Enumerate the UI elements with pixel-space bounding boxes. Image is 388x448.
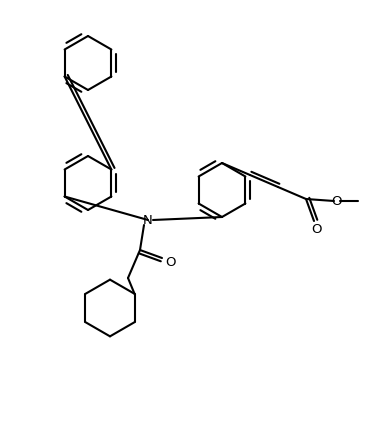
Text: O: O [165,255,175,268]
Text: N: N [143,214,153,227]
Text: O: O [331,194,341,207]
Text: O: O [311,223,321,236]
